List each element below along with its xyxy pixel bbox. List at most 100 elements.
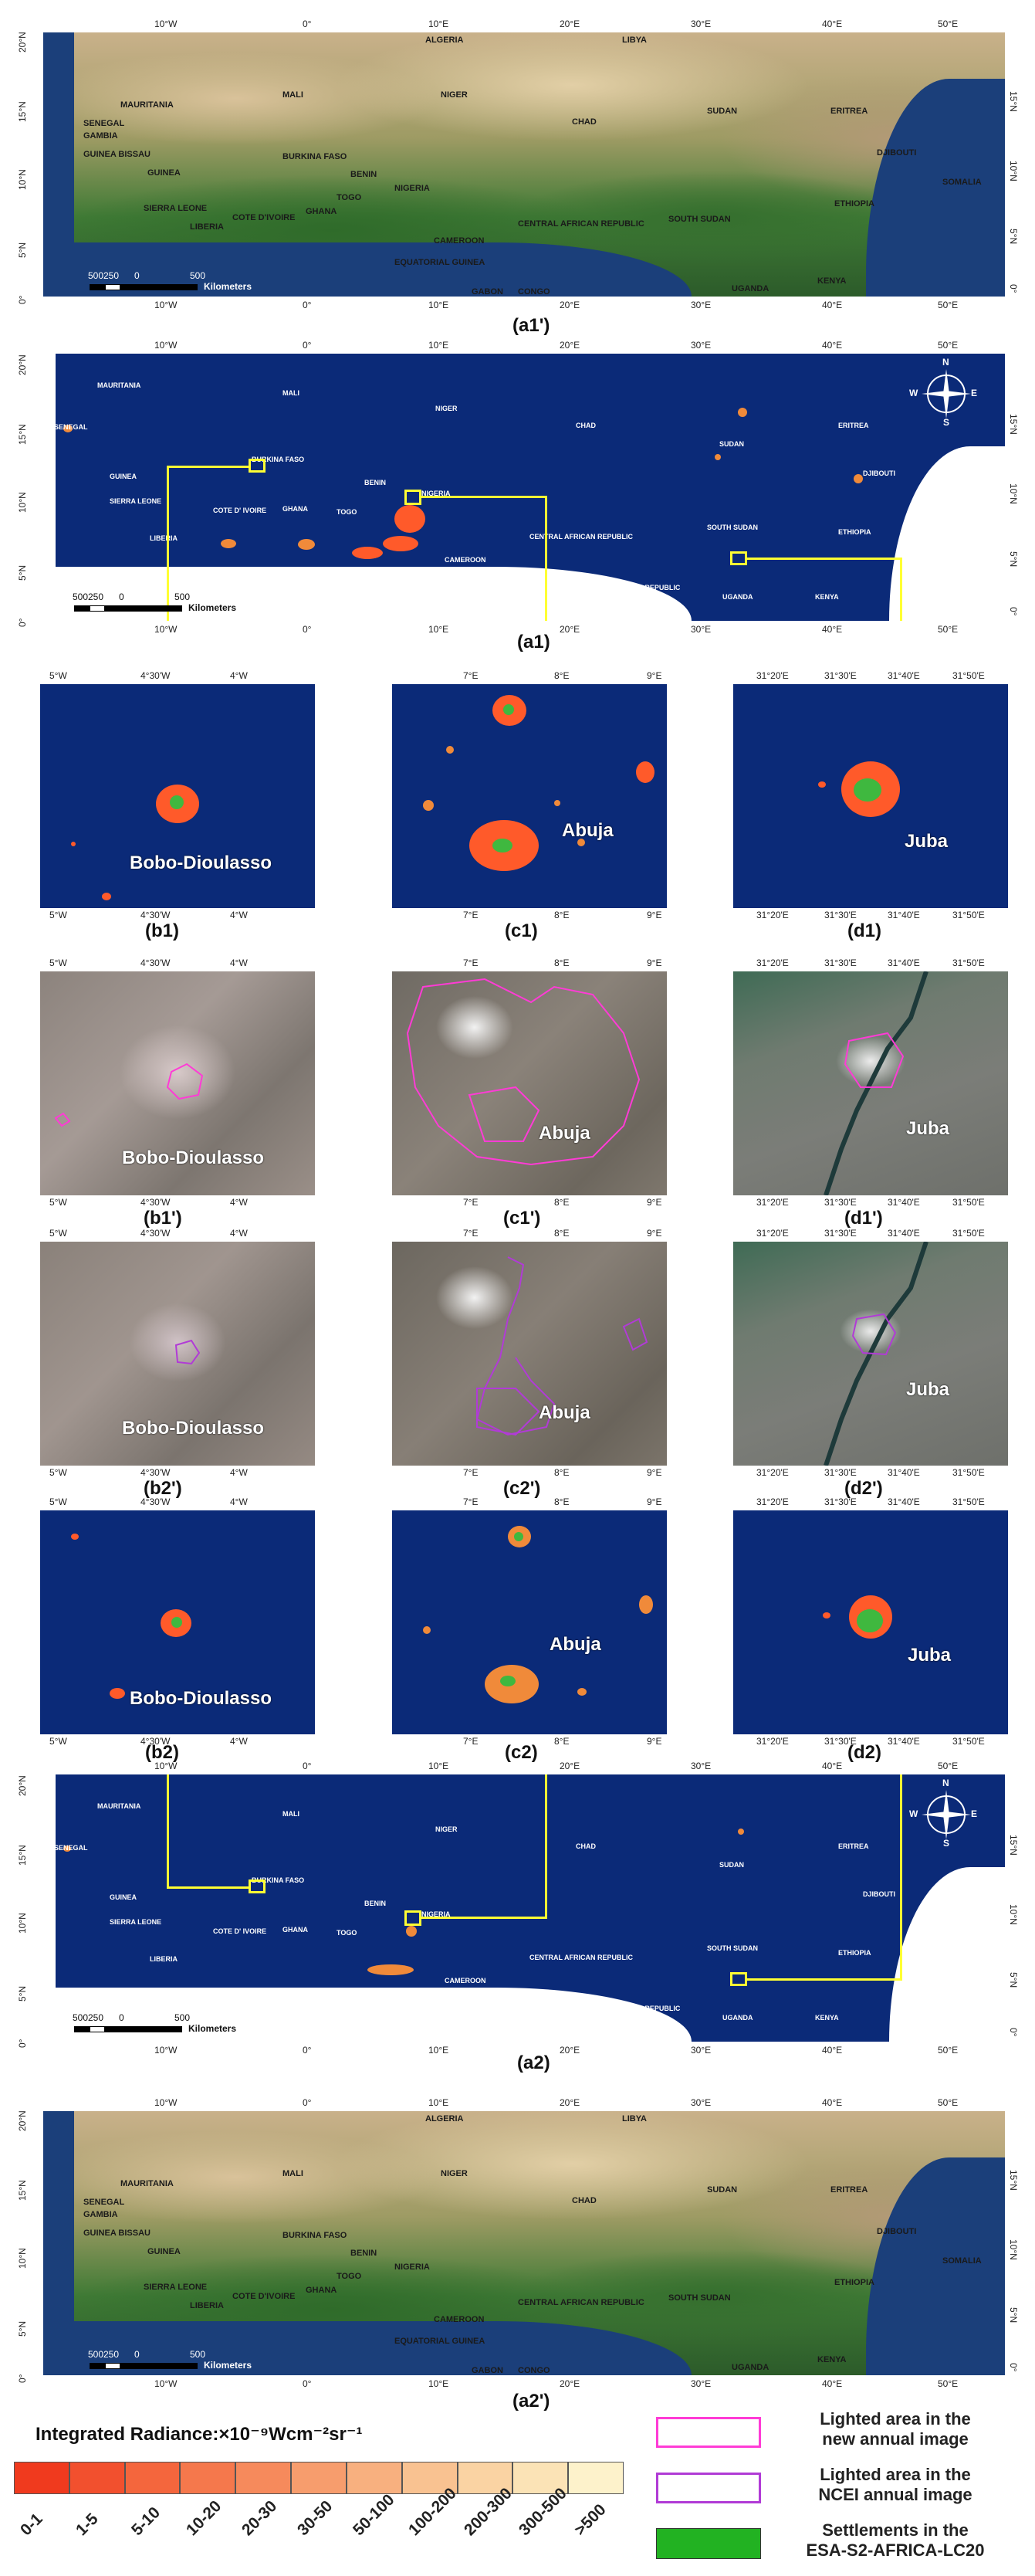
country-label: SUDAN: [707, 107, 738, 116]
colorbar-label: 1-5: [72, 2510, 102, 2540]
country-label: DJIBOUTI: [877, 148, 917, 158]
country-label: CONGO: [518, 287, 550, 297]
inset-d2-prime: Juba: [733, 1242, 1008, 1466]
colorbar-label: 30-50: [294, 2497, 337, 2540]
lon-label: 0°: [303, 19, 312, 29]
caption: (b2'): [144, 1478, 182, 1499]
caption: (d2): [847, 1742, 881, 1763]
colorbar-cell: [512, 2462, 569, 2494]
caption: (a2'): [512, 2391, 550, 2412]
country-label: BURKINA FASO: [282, 152, 347, 161]
country-label: SOUTH SUDAN: [668, 215, 731, 224]
inset-row-2: 5°W 4°30'W 4°W Bobo-Dioulasso 5°W 4°30'W…: [0, 958, 1035, 1232]
colorbar-cell: [346, 2462, 402, 2494]
colorbar-cell: [235, 2462, 292, 2494]
inset-b2: Bobo-Dioulasso: [40, 1510, 315, 1734]
caption: (c1): [505, 920, 538, 941]
country-label: CHAD: [572, 117, 597, 127]
country-label: ALGERIA: [425, 36, 464, 45]
colorbar: Integrated Radiance:×10⁻⁹Wcm⁻²sr⁻¹ 0-1 1-…: [14, 2423, 631, 2570]
lon-label: 40°E: [822, 19, 843, 29]
inset-d1: Juba: [733, 684, 1008, 908]
country-label: SOMALIA: [942, 178, 982, 187]
country-label: ETHIOPIA: [834, 199, 874, 208]
lon-label: 20°E: [560, 19, 580, 29]
colorbar-cell: [568, 2462, 624, 2494]
country-label: TOGO: [337, 193, 362, 202]
country-label: NIGERIA: [394, 184, 430, 193]
colorbar-cell: [124, 2462, 181, 2494]
country-label: COTE D'IVOIRE: [232, 213, 296, 222]
legend-swatch: [656, 2417, 761, 2448]
country-label: CENTRAL AFRICAN REPUBLIC: [518, 219, 644, 229]
ntl-map: MAURITANIA MALI NIGER CHAD SUDAN ERITREA…: [43, 354, 1005, 621]
country-label: NIGER: [441, 90, 468, 100]
country-label: ERITREA: [830, 107, 868, 116]
lon-label: 10°E: [428, 19, 449, 29]
lon-label: 10°W: [154, 19, 178, 29]
country-label: MALI: [282, 90, 303, 100]
colorbar-cell: [180, 2462, 236, 2494]
inset-d1-prime: Juba: [733, 971, 1008, 1195]
country-label: KENYA: [817, 276, 847, 286]
country-label: GABON: [472, 287, 503, 297]
colorbar-cell: [69, 2462, 125, 2494]
map-a2: 10°W 0° 10°E 20°E 30°E 40°E 50°E MAURITA…: [17, 1761, 1019, 2073]
inset-b1: Bobo-Dioulasso: [40, 684, 315, 908]
caption: (d1): [847, 920, 881, 941]
caption: (d2'): [844, 1478, 883, 1499]
country-label: SIERRA LEONE: [144, 204, 208, 213]
inset-b2-prime: Bobo-Dioulasso: [40, 1242, 315, 1466]
colorbar-cell: [457, 2462, 513, 2494]
inset-row-4: 5°W 4°30'W 4°W Bobo-Dioulasso 5°W 4°30'W…: [0, 1496, 1035, 1771]
legend: Lighted area in the new annual image Lig…: [648, 2408, 1019, 2570]
caption: (b1): [145, 920, 179, 941]
map-a1-prime: 10°W 0° 10°E 20°E 30°E 40°E 50°E ALGERIA…: [17, 19, 1019, 336]
caption: (a1'): [512, 315, 550, 336]
inset-c2: Abuja: [392, 1510, 667, 1734]
colorbar-cell: [14, 2462, 69, 2494]
colorbar-label: 0-1: [17, 2510, 46, 2540]
map-a1: 10°W 0° 10°E 20°E 30°E 40°E 50°E MAURITA…: [17, 340, 1019, 652]
compass-icon: N E S W: [909, 1778, 978, 1849]
caption: (d1'): [844, 1208, 883, 1229]
country-label: CAMEROON: [434, 236, 485, 246]
country-label: LIBERIA: [190, 222, 224, 232]
inset-d2: Juba: [733, 1510, 1008, 1734]
inset-c1: Abuja: [392, 684, 667, 908]
compass-icon: N E S W: [909, 357, 978, 428]
lon-label: 30°E: [691, 19, 712, 29]
colorbar-cell: [291, 2462, 347, 2494]
colorbar-label: 50-100: [349, 2490, 398, 2540]
country-label: GUINEA BISSAU: [83, 150, 151, 159]
country-label: LIBYA: [622, 36, 647, 45]
legend-swatch: [656, 2473, 761, 2503]
caption: (b1'): [144, 1208, 182, 1229]
country-label: UGANDA: [732, 284, 769, 293]
colorbar-title: Integrated Radiance:×10⁻⁹Wcm⁻²sr⁻¹: [36, 2424, 363, 2445]
ntl-map: MAURITANIA MALI NIGER CHAD SUDAN ERITREA…: [43, 1774, 1005, 2042]
country-label: GUINEA: [147, 168, 181, 178]
map-a2-prime: 10°W 0° 10°E 20°E 30°E 40°E 50°E ALGERIA…: [17, 2097, 1019, 2412]
inset-c2-prime: Abuja: [392, 1242, 667, 1466]
satellite-map: ALGERIA LIBYA MAURITANIA MALI NIGER CHAD…: [43, 32, 1005, 297]
caption: (a1): [517, 632, 550, 652]
colorbar-label: 5-10: [127, 2503, 164, 2540]
caption: (a2): [517, 2052, 550, 2073]
lon-label: 50°E: [938, 19, 959, 29]
country-label: BENIN: [350, 170, 377, 179]
colorbar-label: >500: [571, 2500, 610, 2540]
country-label: GHANA: [306, 207, 337, 216]
caption: (c2'): [503, 1478, 541, 1499]
inset-row-3: 5°W 4°30'W 4°W Bobo-Dioulasso 5°W 4°30'W…: [0, 1228, 1035, 1503]
inset-row-1: 5°W 4°30'W 4°W Bobo-Dioulasso 5°W 4°30'W…: [0, 670, 1035, 945]
country-label: MAURITANIA: [120, 100, 174, 110]
country-label: EQUATORIAL GUINEA: [394, 258, 485, 267]
caption: (c2): [505, 1742, 538, 1763]
colorbar-cell: [401, 2462, 458, 2494]
legend-swatch: [656, 2528, 761, 2559]
colorbar-label: 20-30: [238, 2497, 281, 2540]
caption: (c1'): [503, 1208, 541, 1229]
country-label: SENEGAL: [83, 119, 125, 128]
caption: (b2): [145, 1742, 179, 1763]
